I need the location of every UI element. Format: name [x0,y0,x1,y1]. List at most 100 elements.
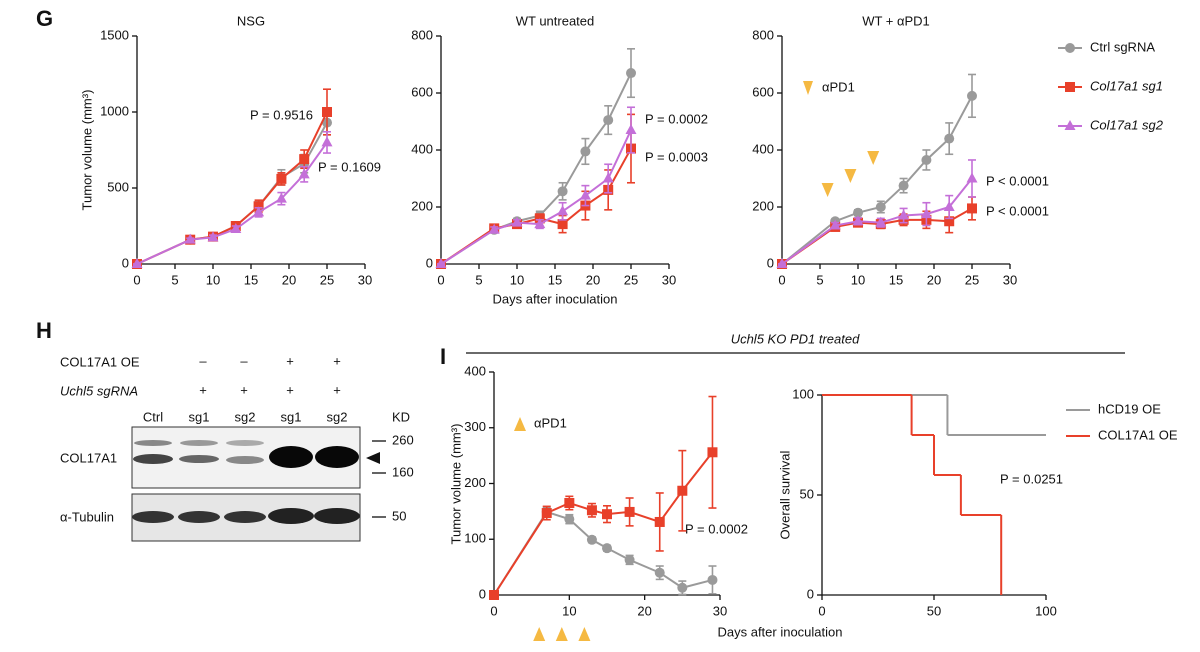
marker [321,136,333,147]
x-tick-label: 10 [562,603,576,618]
marker [586,534,597,545]
treatment-arrow [844,169,857,183]
lane-label: sg2 [327,409,348,424]
x-tick-label: 30 [358,272,372,287]
band-arrow [366,452,380,464]
treatment-legend-icon [803,81,813,95]
band [268,508,314,524]
y-tick-label: 100 [792,386,814,401]
marker [966,172,978,183]
x-tick-label: 30 [1003,272,1017,287]
x-tick-label: 15 [244,272,258,287]
x-tick-label: 25 [624,272,638,287]
marker [602,172,614,183]
marker [564,514,575,525]
band [132,511,174,523]
annotation: P = 0.0251 [1000,471,1063,486]
legend-label: Col17a1 sg2 [1090,117,1164,132]
band [180,440,218,446]
sign: – [240,353,248,368]
marker [967,203,977,214]
band [179,455,219,463]
x-tick-label: 5 [171,272,178,287]
marker [920,208,932,219]
panel-label: I [440,344,446,369]
marker [435,258,447,268]
marker [602,509,612,520]
lane-label: Ctrl [143,409,163,424]
legend-label: Ctrl sgRNA [1090,39,1155,54]
treatment-arrow [821,183,834,197]
treatment-arrow [533,627,546,641]
y-tick-label: 200 [752,198,774,213]
annotation: P = 0.1609 [318,159,381,174]
row-label: Uchl5 sgRNA [60,383,138,398]
y-axis-label: Tumor volume (mm³) [79,90,94,211]
marker [875,202,886,212]
marker [489,590,499,600]
marker [131,258,143,268]
chart-title: NSG [237,13,265,28]
band [226,440,264,446]
y-tick-label: 600 [411,84,433,99]
legend-label: COL17A1 OE [1098,427,1178,442]
marker [654,567,665,578]
band-label: COL17A1 [60,450,117,465]
lane-label: sg1 [281,409,302,424]
marker [1064,120,1076,130]
marker [624,506,635,517]
legend-label: hCD19 OE [1098,401,1161,416]
marker [707,447,718,458]
x-tick-label: 25 [965,272,979,287]
x-tick-label: 20 [282,272,296,287]
x-tick-label: 10 [206,272,220,287]
x-tick-label: 100 [1035,603,1057,618]
marker [207,231,219,242]
y-tick-label: 0 [479,586,486,601]
y-tick-label: 200 [411,198,433,213]
series-line [781,95,973,265]
series-line [781,207,973,265]
sign: + [240,382,248,397]
x-tick-label: 0 [133,272,140,287]
marker [534,218,546,229]
y-tick-label: 800 [411,27,433,42]
marker [253,206,265,217]
treatment-arrow [867,151,880,165]
y-tick-label: 100 [464,531,486,546]
x-tick-label: 15 [548,272,562,287]
band [133,454,173,464]
marker [557,219,568,230]
x-tick-label: 30 [662,272,676,287]
x-tick-label: 50 [927,603,941,618]
marker [943,201,955,211]
marker [564,498,575,509]
series-line [136,111,328,265]
treatment-legend-icon [514,417,526,431]
marker [557,186,568,197]
marker [944,216,955,227]
marker [557,205,569,216]
marker [586,505,597,516]
x-tick-label: 0 [778,272,785,287]
y-tick-label: 0 [426,255,433,270]
band [178,511,220,523]
sign: + [333,382,341,397]
marker [625,124,637,135]
marker [1065,43,1075,53]
western-blot: COL17A1 OE Uchl5 sgRNA – – + + + + + + C… [60,353,414,542]
marker [875,216,887,227]
marker [776,258,788,268]
marker [230,223,242,234]
row-label: COL17A1 OE [60,354,140,369]
y-tick-label: 50 [800,486,814,501]
marker [898,209,910,220]
x-tick-label: 20 [586,272,600,287]
marker [299,154,310,165]
sign: + [286,382,294,397]
size-marker: 260 [392,432,414,447]
marker [852,215,864,226]
annotation: P < 0.0001 [986,203,1049,218]
band-label: α-Tubulin [60,509,114,524]
band [314,508,360,524]
